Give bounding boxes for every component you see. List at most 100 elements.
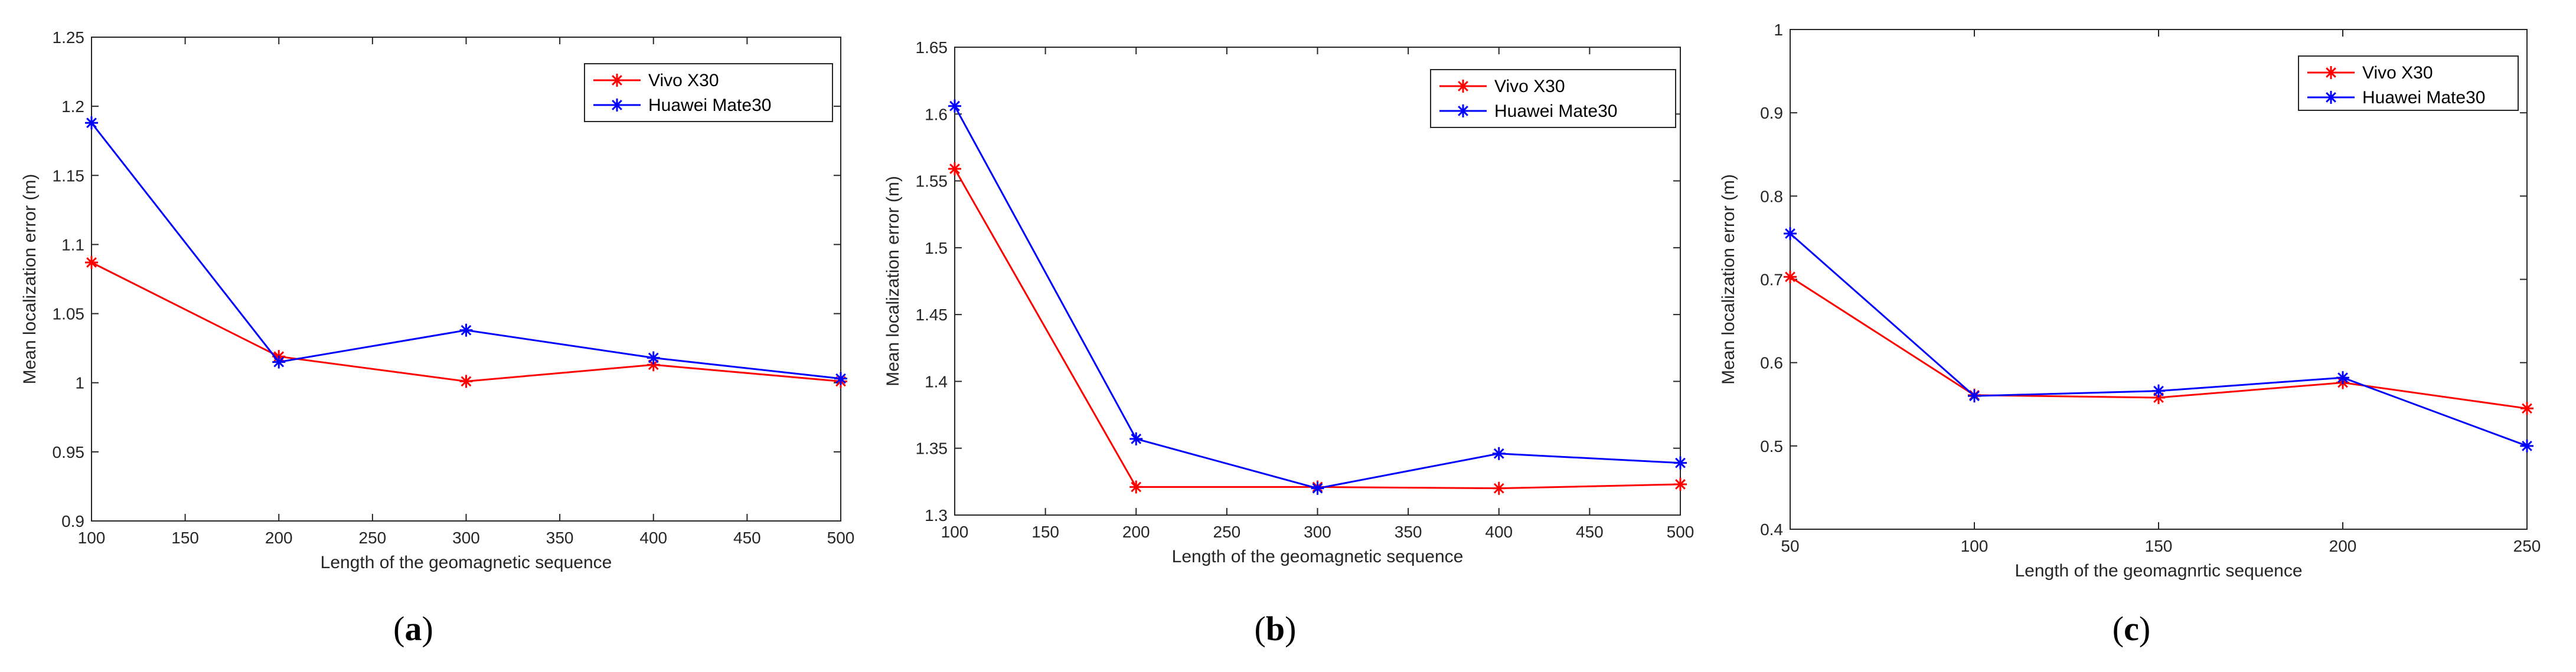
chart-panel-a: 100 150 200 250 300 350 400 450 500 0.9 0.95 1 1.05 1… bbox=[20, 28, 854, 648]
panel-label-letter: c bbox=[2124, 609, 2139, 648]
legend-box bbox=[2298, 55, 2519, 111]
x-tick-label: 350 bbox=[1395, 523, 1422, 541]
legend-entry: Vivo X30 bbox=[2307, 63, 2433, 83]
y-tick-label: 1.05 bbox=[53, 305, 85, 323]
x-axis-label: Length of the geomagnetic sequence bbox=[321, 553, 612, 572]
panel-label-open-paren: ( bbox=[1255, 609, 1266, 648]
x-tick-label: 200 bbox=[2329, 537, 2357, 555]
panel-label: (a) bbox=[393, 609, 433, 648]
y-tick-label: 0.95 bbox=[53, 443, 85, 461]
data-point-marker bbox=[459, 375, 473, 388]
legend-label: Huawei Mate30 bbox=[1494, 101, 1617, 121]
x-tick-label: 400 bbox=[1485, 523, 1513, 541]
y-tick-label: 1.45 bbox=[916, 306, 948, 324]
y-tick-label: 1 bbox=[1774, 21, 1783, 39]
legend: Vivo X30 Huawei Mate30 bbox=[1430, 69, 1676, 128]
y-tick-label: 0.9 bbox=[61, 512, 84, 530]
data-point-marker bbox=[1674, 456, 1687, 470]
legend: Vivo X30 Huawei Mate30 bbox=[584, 63, 833, 122]
y-tick-label: 0.6 bbox=[1760, 354, 1783, 372]
y-tick-label: 1.6 bbox=[925, 105, 948, 123]
y-tick-label: 1.1 bbox=[61, 235, 84, 254]
x-tick-label: 250 bbox=[359, 529, 387, 547]
data-point-marker bbox=[1311, 481, 1324, 495]
data-point-marker bbox=[1674, 477, 1687, 491]
legend-entry: Huawei Mate30 bbox=[2307, 88, 2485, 107]
legend-label: Vivo X30 bbox=[648, 71, 719, 90]
legend-box bbox=[1430, 69, 1676, 128]
panel-label-close-paren: ) bbox=[2139, 609, 2150, 648]
series-huawei-mate30 bbox=[948, 99, 1687, 495]
series-line bbox=[954, 168, 1681, 490]
y-tick-label: 1 bbox=[75, 374, 84, 392]
series-huawei-mate30 bbox=[85, 116, 847, 385]
y-tick-label: 0.7 bbox=[1760, 271, 1783, 289]
x-tick-label: 450 bbox=[1576, 523, 1604, 541]
y-tick-label: 0.8 bbox=[1760, 187, 1783, 205]
x-tick-label: 200 bbox=[1122, 523, 1150, 541]
data-point-marker bbox=[2521, 402, 2533, 415]
legend-marker bbox=[610, 74, 623, 87]
legend: Vivo X30 Huawei Mate30 bbox=[2298, 55, 2519, 111]
series-vivo-x30 bbox=[948, 162, 1687, 495]
data-point-marker bbox=[1129, 432, 1143, 445]
y-axis-label: Mean localization error (m) bbox=[1719, 174, 1738, 385]
x-tick-label: 100 bbox=[941, 523, 969, 541]
legend-marker bbox=[610, 99, 623, 112]
chart-panel-c: 50 100 150 200 250 0.4 0.5 0.6 0.7 0.8 0.9 1 Length … bbox=[1719, 21, 2541, 648]
series-line bbox=[90, 122, 841, 380]
y-axis-label: Mean localization error (m) bbox=[883, 176, 903, 386]
x-tick-label: 200 bbox=[265, 529, 293, 547]
data-point-marker bbox=[1492, 447, 1506, 460]
data-point-marker bbox=[1968, 389, 1981, 403]
data-point-marker bbox=[1129, 480, 1143, 494]
data-point-marker bbox=[85, 116, 98, 130]
y-tick-label: 1.15 bbox=[53, 166, 85, 185]
x-axis-label: Length of the geomagnetic sequence bbox=[1172, 547, 1464, 566]
x-tick-label: 500 bbox=[1667, 523, 1695, 541]
legend-entry: Huawei Mate30 bbox=[593, 96, 771, 115]
x-tick-label: 150 bbox=[2145, 537, 2173, 555]
y-tick-label: 0.4 bbox=[1760, 520, 1783, 539]
legend-marker bbox=[2324, 91, 2337, 104]
legend-box bbox=[584, 63, 833, 122]
panel-label-open-paren: ( bbox=[393, 609, 404, 648]
data-point-marker bbox=[85, 255, 98, 269]
panel-label-letter: a bbox=[405, 609, 422, 648]
legend-marker bbox=[1457, 80, 1470, 93]
y-tick-label: 1.5 bbox=[925, 239, 948, 257]
y-tick-label: 1.3 bbox=[925, 506, 948, 525]
x-tick-label: 150 bbox=[1031, 523, 1059, 541]
legend-label: Huawei Mate30 bbox=[648, 96, 771, 115]
y-tick-label: 1.2 bbox=[61, 97, 84, 116]
x-tick-label: 400 bbox=[639, 529, 667, 547]
data-point-marker bbox=[1492, 481, 1506, 495]
series-line bbox=[1790, 232, 2528, 447]
x-axis-label: Length of the geomagnrtic sequence bbox=[2015, 561, 2302, 581]
data-point-marker bbox=[1784, 270, 1797, 284]
y-tick-label: 0.5 bbox=[1760, 437, 1783, 455]
series-line bbox=[954, 105, 1681, 490]
legend-marker bbox=[2324, 66, 2337, 79]
y-axis-label: Mean localization error (m) bbox=[20, 174, 40, 385]
legend-label: Vivo X30 bbox=[2362, 63, 2433, 83]
y-tick-label: 1.65 bbox=[916, 38, 948, 57]
y-tick-label: 0.9 bbox=[1760, 104, 1783, 122]
series-line bbox=[91, 261, 841, 382]
legend-label: Huawei Mate30 bbox=[2362, 88, 2485, 107]
panel-label-close-paren: ) bbox=[1285, 609, 1296, 648]
legend-marker bbox=[1457, 104, 1470, 117]
x-tick-label: 450 bbox=[733, 529, 761, 547]
y-tick-label: 1.55 bbox=[916, 172, 948, 191]
data-point-marker bbox=[948, 99, 961, 113]
data-point-marker bbox=[948, 162, 961, 176]
y-tick-label: 1.35 bbox=[916, 440, 948, 458]
series-vivo-x30 bbox=[85, 255, 847, 388]
panel-label: (b) bbox=[1255, 609, 1297, 648]
x-tick-label: 350 bbox=[546, 529, 574, 547]
chart-panel-b: 100 150 200 250 300 350 400 450 500 1.3 1.35 1.4 1.4… bbox=[883, 38, 1694, 648]
x-tick-label: 250 bbox=[1213, 523, 1241, 541]
data-point-marker bbox=[2521, 439, 2533, 453]
y-tick-label: 1.25 bbox=[53, 28, 85, 47]
